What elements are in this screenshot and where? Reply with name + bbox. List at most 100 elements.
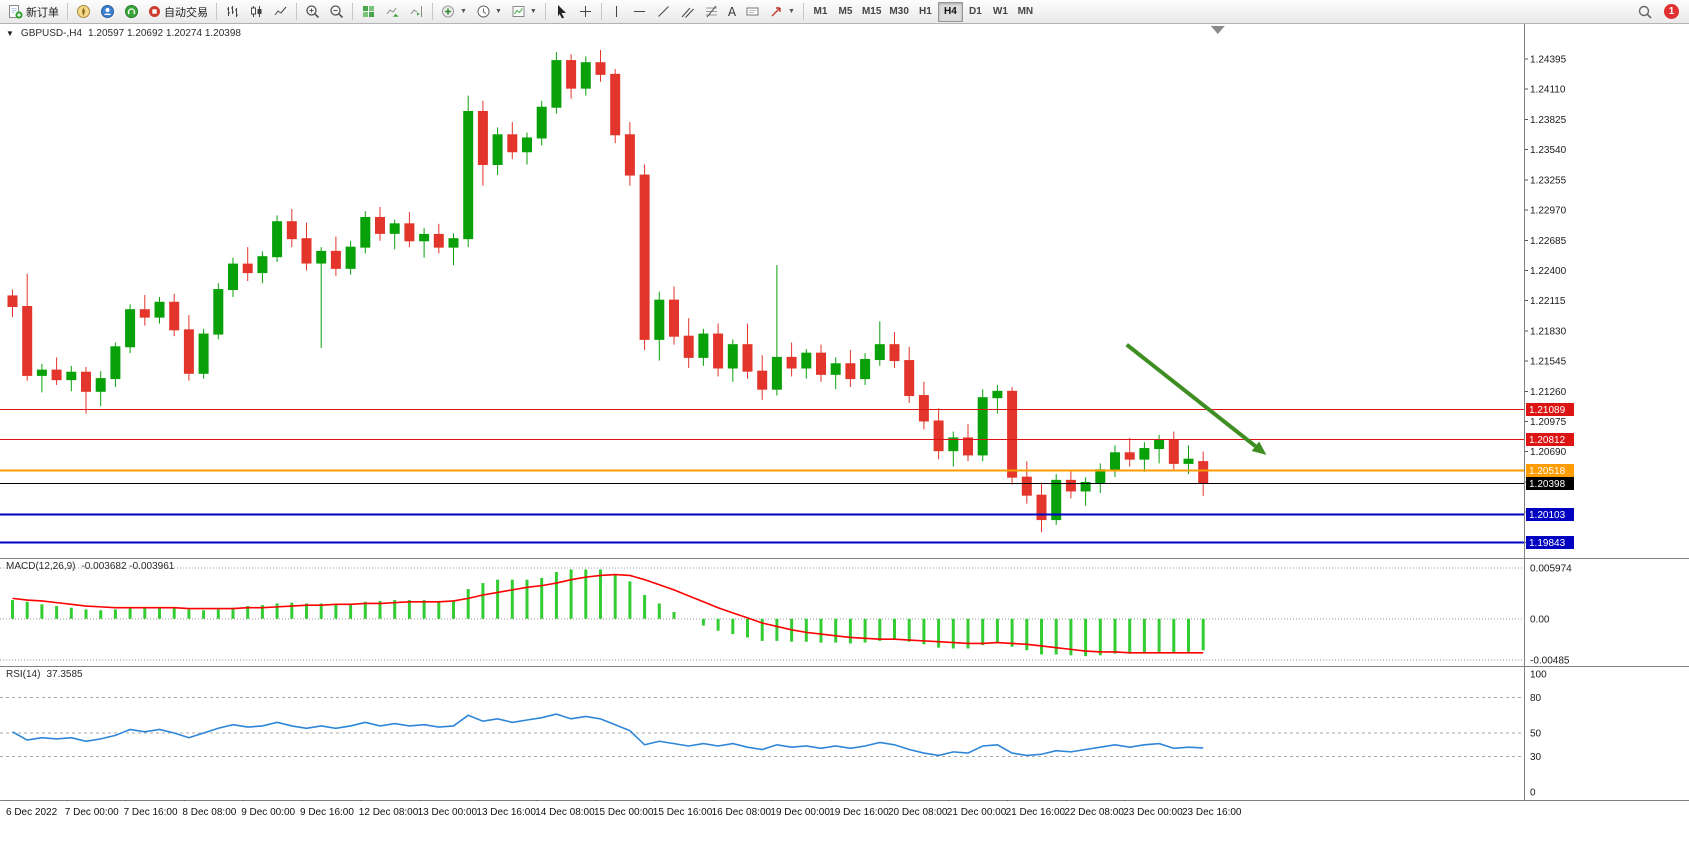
label-button[interactable]	[741, 2, 764, 22]
price-tick-label: 1.23255	[1530, 175, 1567, 186]
candle-body	[139, 309, 150, 318]
candle-body	[522, 137, 532, 153]
chart-shift-button[interactable]	[405, 2, 428, 22]
support-button[interactable]	[120, 2, 143, 22]
trendline-icon	[656, 4, 671, 19]
candle-body	[330, 250, 341, 269]
fibonacci-button[interactable]	[700, 2, 723, 22]
price-tick-label: 1.22400	[1530, 266, 1567, 277]
arrows-icon	[769, 4, 784, 19]
candle-body	[286, 221, 297, 240]
timeframe-button-m15[interactable]: M15	[858, 2, 885, 22]
one-click-trading-arrow-icon[interactable]: ▼	[6, 29, 14, 38]
text-icon: A	[727, 4, 737, 19]
candle-body	[389, 223, 400, 234]
price-level-label: 1.20398	[1529, 479, 1566, 490]
text-button[interactable]: A	[724, 2, 740, 22]
candle-body	[1007, 390, 1018, 478]
price-level-label: 1.20103	[1529, 510, 1566, 521]
auto-scroll-button[interactable]	[381, 2, 404, 22]
time-axis-label: 23 Dec 00:00	[1123, 807, 1183, 818]
candle-body	[889, 344, 900, 362]
zoom-in-button[interactable]	[301, 2, 324, 22]
new-order-button[interactable]: 新订单	[4, 2, 63, 22]
price-level-label-box	[1526, 403, 1574, 416]
price-tick-label: 1.22685	[1530, 236, 1567, 247]
candle-body	[1124, 452, 1135, 460]
zoom-out-button[interactable]	[325, 2, 348, 22]
price-tick-label: 1.24110	[1530, 85, 1566, 96]
arrows-button[interactable]: ▼	[765, 2, 799, 22]
timeframe-button-h4[interactable]: H4	[937, 1, 963, 22]
macd-axis-label: 0.00	[1530, 614, 1550, 625]
candle-body	[81, 371, 91, 392]
time-axis-label: 15 Dec 16:00	[652, 807, 713, 818]
chart-title-row: ▼ GBPUSD-,H4 1.20597 1.20692 1.20274 1.2…	[6, 28, 241, 39]
mql5-compass-icon	[76, 4, 91, 19]
macd-values: -0.003682 -0.003961	[81, 561, 175, 572]
support-icon	[124, 4, 139, 19]
candle-body	[1065, 479, 1076, 492]
candlestick-chart-button[interactable]	[245, 2, 268, 22]
time-axis[interactable]: 6 Dec 2022 7 Dec 00:00 7 Dec 16:00 8 Dec 08…	[0, 801, 1689, 862]
macd-signal-line	[12, 573, 1204, 654]
candles-layer[interactable]	[7, 49, 1209, 533]
candle-body	[36, 369, 47, 376]
rsi-axis-label: 100	[1530, 670, 1547, 681]
time-axis-label: 23 Dec 16:00	[1182, 807, 1242, 818]
autotrading-label: 自动交易	[164, 6, 208, 19]
line-chart-button[interactable]	[269, 2, 292, 22]
candle-body	[757, 370, 768, 390]
autotrading-button[interactable]: 自动交易	[144, 2, 212, 22]
chart-title: GBPUSD-,H4	[20, 28, 83, 39]
time-axis-label: 19 Dec 16:00	[829, 807, 889, 818]
timeframe-button-h1[interactable]: H1	[913, 2, 938, 22]
chart-shift-icon	[409, 4, 424, 19]
indicators-button[interactable]: ▼	[437, 2, 471, 22]
chart-window[interactable]: 1.24395 1.24110 1.23825 1.23540 1.23255 1.229…	[0, 24, 1689, 862]
new-order-icon	[8, 4, 23, 19]
tile-windows-button[interactable]	[357, 2, 380, 22]
price-tick-label: 1.24395	[1530, 55, 1567, 66]
chart-shift-marker[interactable]	[1210, 26, 1225, 34]
rsi-indicator-label: RSI(14) 37.3585	[6, 669, 83, 680]
candle-body	[301, 238, 312, 264]
horizontal-lines-layer[interactable]: 1.21089 1.20812 1.20518 1.20398 1.20103 1.198…	[0, 403, 1574, 549]
candle-body	[66, 371, 77, 381]
search-button[interactable]	[1633, 2, 1657, 22]
price-level-label: 1.19843	[1529, 538, 1566, 549]
timeframe-button-w1[interactable]: W1	[988, 2, 1013, 22]
cursor-button[interactable]	[550, 2, 573, 22]
community-button[interactable]	[96, 2, 119, 22]
timeframe-button-m30[interactable]: M30	[885, 2, 912, 22]
notification-badge[interactable]: 1	[1664, 4, 1679, 19]
timeframe-button-d1[interactable]: D1	[963, 2, 988, 22]
price-level-label-box	[1526, 536, 1574, 549]
templates-button[interactable]: ▼	[507, 2, 541, 22]
macd-name: MACD(12,26,9)	[6, 561, 76, 572]
crosshair-button[interactable]	[574, 2, 597, 22]
trend-arrow[interactable]	[1125, 343, 1267, 455]
candle-body	[536, 106, 547, 139]
timeframe-button-group: M1 M5 M15 M30 H1 H4 D1 W1 MN	[808, 1, 1038, 22]
toolbar-right-group: 1	[1633, 2, 1685, 22]
periods-button[interactable]: ▼	[472, 2, 506, 22]
new-order-label: 新订单	[26, 6, 59, 19]
price-tick-label: 1.21260	[1530, 387, 1567, 398]
candle-body	[22, 306, 33, 376]
candle-body	[228, 263, 238, 291]
trendline-button[interactable]	[652, 2, 675, 22]
price-tick-label: 1.23825	[1530, 115, 1567, 126]
candle-body	[801, 352, 812, 369]
equidistant-channel-button[interactable]	[676, 2, 699, 22]
chart-canvas[interactable]: 1.24395 1.24110 1.23825 1.23540 1.23255 1.229…	[0, 24, 1689, 862]
mql5-compass-button[interactable]	[72, 2, 95, 22]
vertical-line-button[interactable]	[606, 2, 627, 22]
timeframe-button-m5[interactable]: M5	[833, 2, 858, 22]
bar-chart-button[interactable]	[221, 2, 244, 22]
horizontal-line-button[interactable]	[628, 2, 651, 22]
timeframe-button-mn[interactable]: MN	[1013, 2, 1038, 22]
candle-body	[698, 333, 709, 358]
timeframe-button-m1[interactable]: M1	[808, 2, 833, 22]
candle-body	[1095, 469, 1106, 483]
